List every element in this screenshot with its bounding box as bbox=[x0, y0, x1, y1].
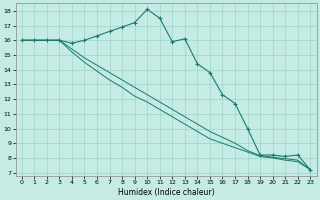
X-axis label: Humidex (Indice chaleur): Humidex (Indice chaleur) bbox=[118, 188, 214, 197]
